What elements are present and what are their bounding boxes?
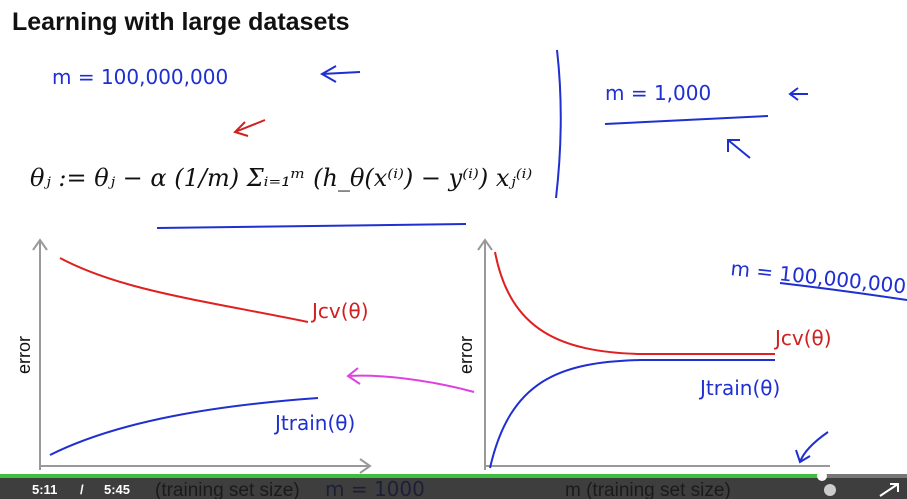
curve [494,251,775,355]
settings-button[interactable] [824,484,836,496]
progress-handle[interactable] [817,471,827,481]
divider [555,49,562,199]
underline [779,282,907,301]
underline [156,223,467,229]
underline [604,115,769,125]
fullscreen-button[interactable] [879,483,899,497]
arrow [788,87,808,101]
note: m = 100,000,000 [52,65,228,89]
formula: θⱼ := θⱼ − α (1/m) Σᵢ₌₁ᵐ (h_θ(x⁽ⁱ⁾) − y⁽… [30,164,532,192]
slide-title: Learning with large datasets [12,8,350,36]
arrow [346,367,475,393]
y-axis-label: error [14,336,34,374]
note: m = 100,000,000 [729,256,907,298]
curve-label: Jcv(θ) [310,299,369,323]
arrow [233,119,266,137]
control-bar [0,478,907,499]
curve [489,359,775,469]
curve-label: Jtrain(θ) [698,376,780,400]
arrow [727,139,751,159]
axes [477,238,830,470]
arrow [795,431,829,464]
progress-fill [0,474,822,478]
curve [49,397,319,456]
current-time: 5:11 [32,482,57,497]
curve-label: Jtrain(θ) [273,411,355,435]
note: m = 1,000 [605,81,711,105]
y-axis-label: error [456,336,476,374]
duration: 5:45 [104,482,130,497]
curve [59,257,309,323]
arrow [319,65,361,83]
curve-label: Jcv(θ) [773,326,832,350]
time-separator: / [80,482,84,497]
axes [32,238,372,474]
